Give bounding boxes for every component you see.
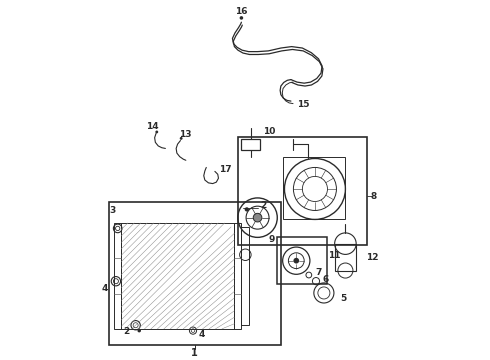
Text: 2: 2 — [260, 201, 266, 210]
Bar — [109, 202, 281, 345]
Text: 12: 12 — [366, 253, 379, 262]
Text: 6: 6 — [323, 275, 329, 284]
Bar — [242, 139, 260, 149]
Text: 7: 7 — [316, 267, 322, 276]
Circle shape — [245, 207, 249, 212]
Text: 5: 5 — [340, 294, 346, 303]
Bar — [242, 226, 249, 325]
Text: 11: 11 — [328, 251, 340, 260]
Circle shape — [294, 258, 299, 264]
Text: 8: 8 — [371, 192, 377, 201]
Bar — [283, 157, 345, 220]
Bar — [238, 137, 367, 244]
Text: 4: 4 — [199, 330, 205, 339]
Circle shape — [155, 131, 158, 133]
Circle shape — [240, 16, 243, 20]
Text: 9: 9 — [269, 235, 275, 244]
Text: 17: 17 — [219, 165, 231, 174]
Bar — [335, 244, 356, 271]
Circle shape — [180, 137, 183, 140]
Bar — [114, 223, 122, 329]
Text: 15: 15 — [297, 100, 309, 109]
Text: 13: 13 — [179, 130, 192, 139]
Bar — [122, 223, 234, 329]
Text: 1: 1 — [192, 348, 198, 358]
Bar — [234, 223, 242, 329]
Text: 2: 2 — [123, 327, 130, 336]
Text: 10: 10 — [263, 127, 275, 136]
Text: 4: 4 — [102, 284, 108, 293]
Text: 3: 3 — [109, 206, 116, 215]
Bar — [277, 237, 327, 284]
Circle shape — [137, 329, 141, 332]
Text: 16: 16 — [235, 7, 247, 16]
Text: 14: 14 — [146, 122, 159, 131]
Circle shape — [253, 213, 262, 222]
